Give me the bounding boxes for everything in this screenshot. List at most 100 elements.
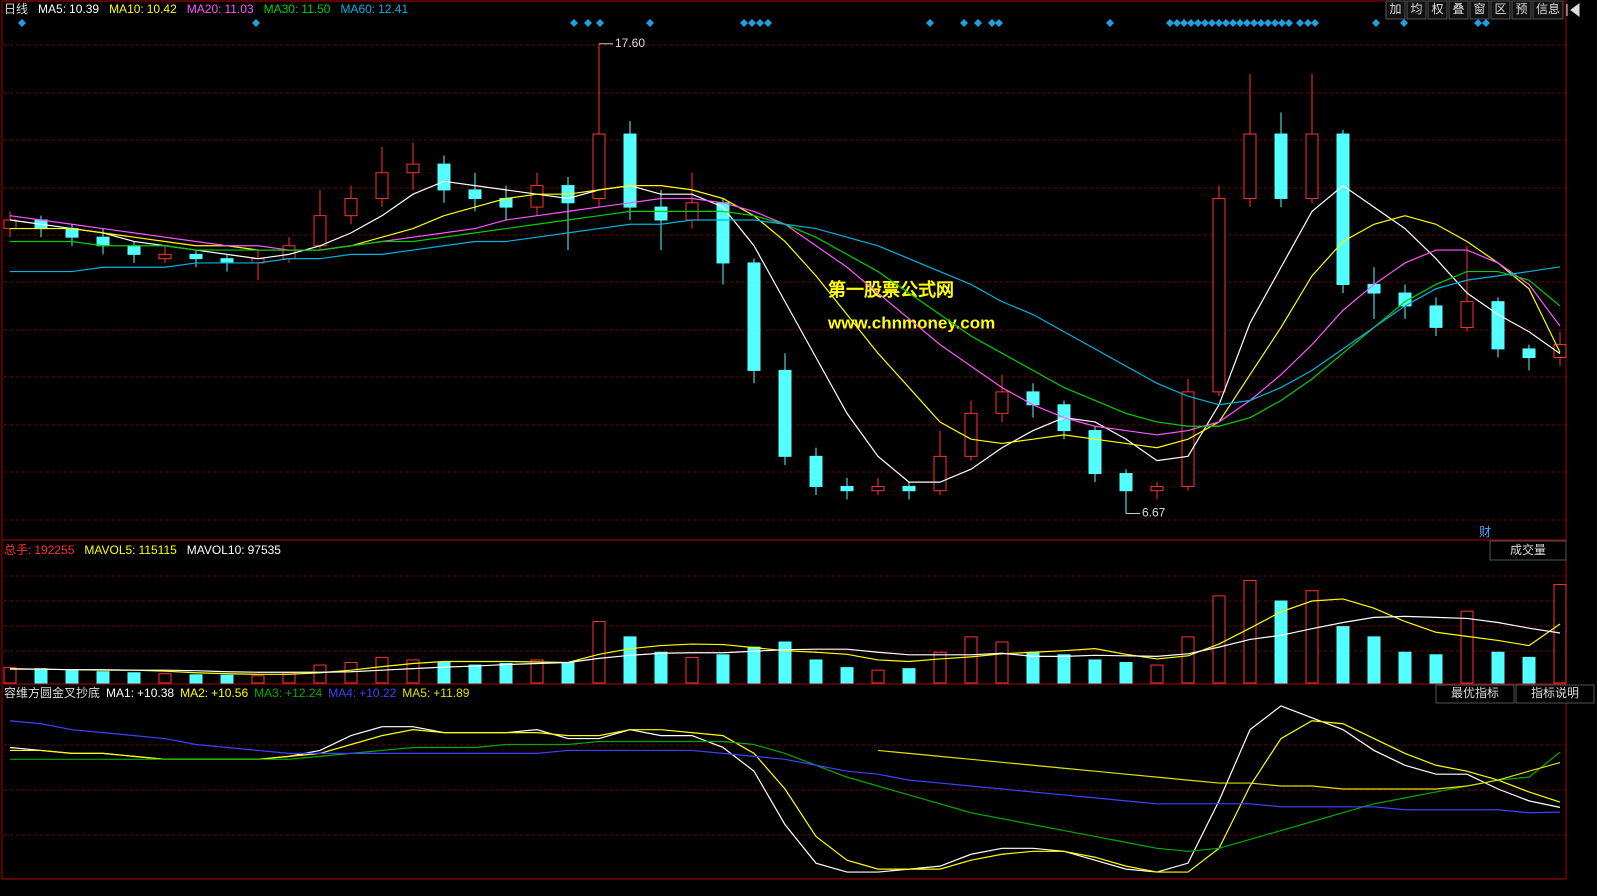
toolbar-button[interactable]: 预 — [1511, 0, 1532, 20]
signal-diamond — [756, 19, 764, 27]
signal-diamond — [1201, 19, 1209, 27]
legend-value: 10.39 — [69, 2, 99, 16]
watermark-title: 第一股票公式网 — [828, 279, 954, 300]
candle-body — [778, 369, 792, 457]
signal-diamond — [1285, 19, 1293, 27]
signal-diamond — [764, 19, 772, 27]
candle-body — [1305, 133, 1319, 199]
candle-body — [1212, 197, 1226, 393]
toolbar-button[interactable]: 权 — [1427, 0, 1448, 20]
period-label: 日线 — [4, 2, 28, 16]
volume-bar — [1119, 662, 1133, 684]
finance-tag[interactable]: 财 — [1479, 525, 1491, 539]
candle-body — [468, 189, 482, 199]
button-label[interactable]: 预 — [1515, 2, 1527, 16]
candle-body — [623, 133, 637, 208]
candle-body — [282, 245, 296, 260]
indicator-button[interactable]: 最优指标 — [1435, 684, 1515, 704]
signal-diamond — [1264, 19, 1272, 27]
button-frame — [1489, 540, 1567, 561]
candle-body — [96, 236, 110, 247]
legend-name: MA3: — [254, 686, 282, 700]
button-label[interactable]: 加 — [1389, 2, 1401, 16]
candle-body — [1088, 430, 1102, 475]
legend: 日线 MA5: 10.39 MA10: 10.42 MA20: 11.03 MA30: 11.5… — [4, 2, 408, 16]
button-frame — [1435, 684, 1515, 704]
volume-bar — [592, 621, 606, 684]
volume-bar — [499, 663, 513, 684]
signal-diamond — [1229, 19, 1237, 27]
signal-diamond — [584, 19, 592, 27]
signal-diamond — [596, 19, 604, 27]
signal-diamond — [1296, 19, 1304, 27]
legend-value: +10.22 — [359, 686, 396, 700]
toolbar-button[interactable]: 加 — [1385, 0, 1406, 20]
min-annotation: 6.67 — [1142, 506, 1166, 520]
candle-body — [1150, 485, 1164, 492]
signal-diamond — [1372, 19, 1380, 27]
signal-diamond — [1311, 19, 1319, 27]
volume-bar — [809, 659, 823, 684]
button-label[interactable]: 窗 — [1473, 2, 1485, 16]
signal-diamond — [1482, 19, 1490, 27]
toolbar-button[interactable]: 区 — [1490, 0, 1511, 20]
toolbar-button[interactable]: 均 — [1406, 0, 1427, 20]
candle-body — [1522, 348, 1536, 359]
volume-bar — [840, 667, 854, 684]
button-label[interactable]: 成交量 — [1510, 542, 1546, 557]
indicator-button[interactable]: 指标说明 — [1515, 684, 1595, 704]
volume-bar — [3, 667, 17, 684]
legend-name: MA1: — [106, 686, 134, 700]
candle-body — [840, 485, 854, 492]
legend-name: MA5: — [38, 2, 66, 16]
volume-bar — [995, 641, 1009, 684]
legend-name: MAVOL5: — [84, 543, 135, 557]
candle-body — [3, 219, 17, 230]
toolbar-button[interactable]: 信息 — [1532, 0, 1564, 20]
button-label[interactable]: 叠 — [1452, 2, 1464, 16]
signal-diamond — [1250, 19, 1258, 27]
signal-diamond — [1166, 19, 1174, 27]
volume-bar — [964, 636, 978, 684]
volume-bar — [96, 671, 110, 684]
legend-name: 总手: — [4, 543, 31, 557]
legend: 总手: 192255 MAVOL5: 115115 MAVOL10: 97535 — [4, 543, 281, 557]
legend-value: 115115 — [139, 543, 178, 557]
signal-diamond — [1215, 19, 1223, 27]
volume-bar — [1274, 600, 1288, 684]
candle-body — [220, 258, 234, 264]
volume-bar — [1057, 654, 1071, 684]
button-label[interactable]: 区 — [1494, 2, 1506, 16]
volume-ma-line — [10, 615, 1561, 673]
indicator-line — [9, 720, 1561, 814]
legend-value: +10.56 — [211, 686, 248, 700]
button-label[interactable]: 指标说明 — [1531, 685, 1579, 700]
toolbar-button[interactable]: 叠 — [1448, 0, 1469, 20]
button-frame — [1427, 0, 1448, 20]
legend-name: MA5: — [402, 686, 430, 700]
button-label[interactable]: 最优指标 — [1451, 685, 1499, 700]
volume-bar — [1491, 651, 1505, 684]
candle-body — [592, 133, 606, 199]
candle-body — [1243, 133, 1257, 199]
legend-value: +12.24 — [285, 686, 322, 700]
button-label[interactable]: 均 — [1410, 2, 1422, 16]
button-label[interactable]: 信息 — [1536, 1, 1560, 16]
signal-diamond — [1304, 19, 1312, 27]
legend-value: 12.41 — [378, 2, 408, 16]
legend-name: MA60: — [340, 2, 375, 16]
signal-diamond — [974, 19, 982, 27]
collapse-icon[interactable] — [1566, 3, 1580, 17]
signal-diamond — [1278, 19, 1286, 27]
toolbar-button[interactable]: 窗 — [1469, 0, 1490, 20]
legend-name: MA20: — [187, 2, 222, 16]
button-frame — [1490, 0, 1511, 20]
signal-diamond — [1194, 19, 1202, 27]
volume-ma-line — [9, 598, 1561, 675]
volume-bar — [189, 674, 203, 684]
button-frame — [1385, 0, 1406, 20]
button-frame — [1448, 0, 1469, 20]
button-label[interactable]: 权 — [1431, 2, 1443, 16]
volume-button[interactable]: 成交量 — [1489, 540, 1567, 561]
